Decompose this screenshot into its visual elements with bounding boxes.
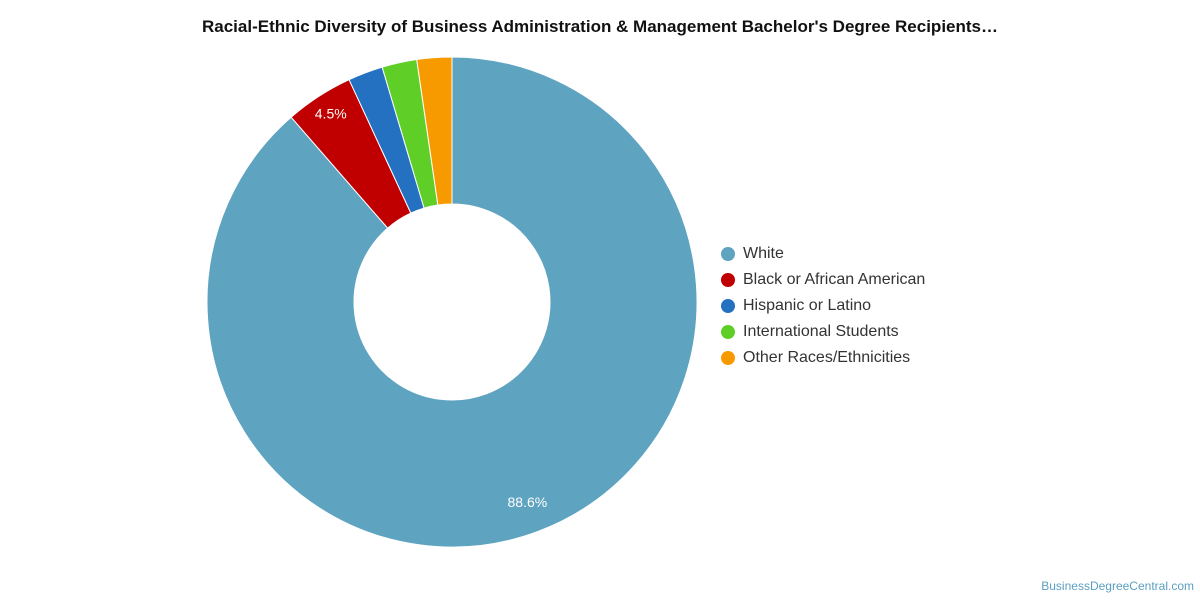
chart-title: Racial-Ethnic Diversity of Business Admi… [201, 17, 998, 36]
legend-item-hispanic-or-latino[interactable]: Hispanic or Latino [721, 293, 925, 319]
legend-label: Hispanic or Latino [743, 297, 872, 314]
slice-other-races-ethnicities[interactable] [416, 56, 453, 206]
legend-item-international-students[interactable]: International Students [721, 319, 925, 345]
legend-label: Other Races/Ethnicities [743, 349, 911, 366]
legend-swatch [721, 247, 735, 261]
legend-item-white[interactable]: White [721, 241, 925, 267]
slices-layer [206, 56, 698, 548]
legend-item-other-races-ethnicities[interactable]: Other Races/Ethnicities [721, 345, 925, 371]
data-label-black-or-african-american: 4.5% [315, 106, 347, 122]
data-label-white: 88.6% [508, 494, 548, 510]
legend-swatch [721, 273, 735, 287]
data-labels-layer: 88.6% 4.5% [315, 106, 547, 511]
legend-label: Black or African American [743, 271, 926, 288]
legend-swatch [721, 299, 735, 313]
legend-label: International Students [743, 323, 899, 340]
slice-white[interactable] [206, 56, 698, 548]
legend-swatch [721, 325, 735, 339]
legend: White Black or African American Hispanic o… [721, 241, 925, 371]
legend-item-black-or-african-american[interactable]: Black or African American [721, 267, 925, 293]
legend-label: White [743, 245, 784, 262]
source-credit-link[interactable]: BusinessDegreeCentral.com [1041, 579, 1194, 593]
legend-swatch [721, 351, 735, 365]
